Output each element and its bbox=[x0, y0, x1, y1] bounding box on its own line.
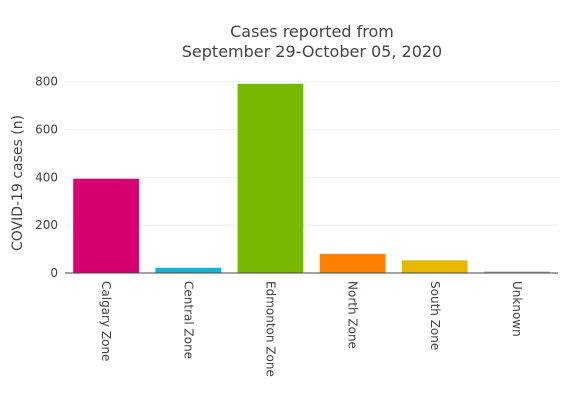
bars bbox=[73, 83, 550, 273]
bar-edmonton-zone[interactable] bbox=[237, 83, 304, 273]
y-axis-ticks: 0 200 400 600 800 bbox=[35, 75, 58, 280]
x-tick-label: North Zone bbox=[346, 281, 360, 349]
x-tick-label: Central Zone bbox=[181, 281, 195, 359]
x-tick-label: Unknown bbox=[510, 281, 524, 337]
y-tick-label: 0 bbox=[50, 266, 58, 280]
bar-calgary-zone[interactable] bbox=[73, 178, 139, 273]
bar-unknown[interactable] bbox=[484, 271, 550, 273]
chart-title-line-1: Cases reported from bbox=[230, 22, 394, 41]
chart-title: Cases reported from September 29-October… bbox=[182, 22, 442, 61]
bar-north-zone[interactable] bbox=[319, 253, 386, 273]
chart-title-line-2: September 29-October 05, 2020 bbox=[182, 42, 442, 61]
y-tick-label: 800 bbox=[35, 75, 58, 89]
y-tick-label: 400 bbox=[35, 170, 58, 184]
x-tick-label: Edmonton Zone bbox=[263, 281, 277, 377]
bar-south-zone[interactable] bbox=[401, 260, 468, 273]
x-tick-label: South Zone bbox=[428, 281, 442, 350]
y-tick-label: 200 bbox=[35, 218, 58, 232]
y-tick-label: 600 bbox=[35, 122, 58, 136]
y-axis-title: COVID-19 cases (n) bbox=[10, 115, 26, 251]
gridlines bbox=[65, 81, 558, 226]
bar-central-zone[interactable] bbox=[155, 267, 222, 273]
x-tick-label: Calgary Zone bbox=[99, 281, 113, 361]
x-axis-ticks: Calgary Zone Central Zone Edmonton Zone Nor… bbox=[99, 281, 524, 377]
